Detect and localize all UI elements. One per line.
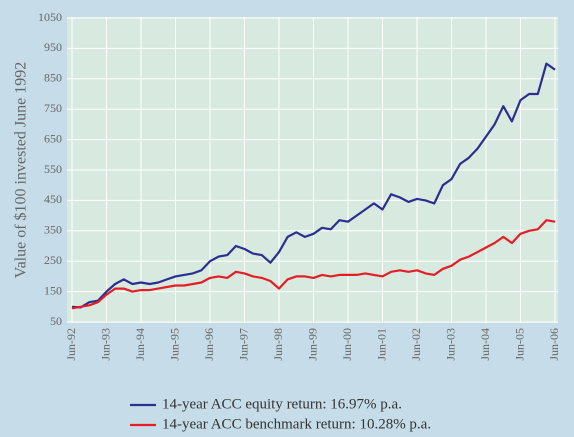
y-tick-label: 450 — [44, 192, 62, 206]
x-tick-label: Jun-93 — [98, 328, 112, 361]
data-line — [71, 62, 556, 309]
data-line — [71, 219, 556, 310]
x-tick-label: Jun-06 — [547, 328, 561, 361]
x-tick-label: Jun-96 — [202, 328, 216, 361]
x-tick-label: Jun-04 — [478, 328, 492, 361]
y-tick-label: 850 — [44, 71, 62, 85]
x-tick-label: Jun-03 — [443, 328, 457, 361]
legend-label: 14-year ACC equity return: 16.97% p.a. — [162, 396, 402, 412]
x-tick-label: Jun-97 — [236, 328, 250, 361]
x-tick-label: Jun-01 — [374, 328, 388, 361]
y-tick-label: 150 — [44, 283, 62, 297]
y-axis-title: Value of $100 invested June 1992 — [13, 62, 30, 278]
y-tick-label: 750 — [44, 101, 62, 115]
x-tick-label: Jun-00 — [340, 328, 354, 361]
x-tick-label: Jun-05 — [512, 328, 526, 361]
x-tick-label: Jun-98 — [271, 328, 285, 361]
y-tick-label: 350 — [44, 223, 62, 237]
y-tick-label: 50 — [50, 314, 62, 328]
y-tick-label: 250 — [44, 253, 62, 267]
legend-label: 14-year ACC benchmark return: 10.28% p.a… — [162, 416, 431, 432]
y-tick-label: 550 — [44, 162, 62, 176]
x-tick-label: Jun-99 — [305, 328, 319, 361]
y-tick-label: 950 — [44, 40, 62, 54]
y-tick-label: 650 — [44, 131, 62, 145]
x-tick-label: Jun-95 — [167, 328, 181, 361]
x-tick-label: Jun-02 — [409, 328, 423, 361]
x-tick-label: Jun-92 — [64, 328, 78, 361]
x-tick-label: Jun-94 — [133, 328, 147, 361]
y-tick-label: 1050 — [38, 10, 62, 24]
